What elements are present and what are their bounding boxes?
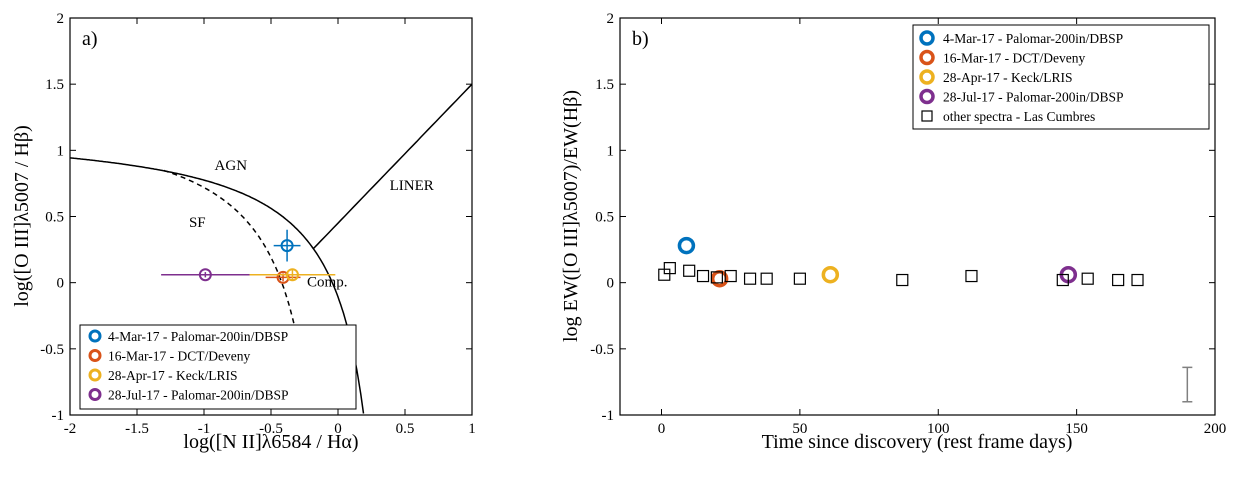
y-tick-label: 1 xyxy=(607,143,615,159)
legend-entries: 4-Mar-17 - Palomar-200in/DBSP 16-Mar-17 -… xyxy=(919,30,1123,124)
legend-label: 28-Jul-17 - Palomar-200in/DBSP xyxy=(943,90,1123,105)
kewley-maximum-starburst-line xyxy=(69,157,365,414)
axis-ticks: -2 -1.5 -1 -0.5 0 0.5 1 -1 -0.5 0 0.5 1 1.5 2 xyxy=(40,11,476,437)
agn-liner-division-line xyxy=(313,83,473,249)
x-tick-label: 1 xyxy=(468,421,476,437)
data-point-square xyxy=(663,262,676,275)
legend-label: 28-Jul-17 - Palomar-200in/DBSP xyxy=(108,388,288,403)
data-point xyxy=(198,268,212,282)
region-label: Comp. xyxy=(307,275,347,291)
region-label: AGN xyxy=(215,158,248,174)
y-tick-label: -0.5 xyxy=(590,342,614,358)
kauffmann-line xyxy=(163,169,310,410)
y-tick-label: 0.5 xyxy=(595,210,614,226)
x-tick-label: -1 xyxy=(198,421,211,437)
x-tick-label: 0 xyxy=(658,421,666,437)
legend-box xyxy=(912,24,1210,130)
data-point-square xyxy=(724,269,737,283)
y-axis-label: log EW([O III]λ5007)/EW(Hβ) xyxy=(560,90,582,342)
y-tick-label: 0.5 xyxy=(45,210,64,226)
legend-box xyxy=(79,324,357,410)
data-point-square xyxy=(743,272,757,285)
legend-label: other spectra - Las Cumbres xyxy=(943,109,1095,124)
region-label: LINER xyxy=(390,178,434,194)
y-tick-label: 2 xyxy=(607,11,615,27)
data-point-square xyxy=(896,273,909,287)
x-tick-label: 100 xyxy=(927,421,950,437)
x-tick-label: -2 xyxy=(64,421,77,437)
legend-entries: 4-Mar-17 - Palomar-200in/DBSP 16-Mar-17 -… xyxy=(88,329,288,403)
data-point xyxy=(285,268,299,282)
legend-label: 28-Apr-17 - Keck/LRIS xyxy=(943,70,1072,85)
y-tick-label: 1.5 xyxy=(595,77,614,93)
y-tick-label: 0 xyxy=(57,276,65,292)
data-point xyxy=(677,236,696,255)
x-tick-label: 200 xyxy=(1204,421,1227,437)
y-tick-label: -1 xyxy=(52,408,65,424)
x-tick-label: 50 xyxy=(792,421,807,437)
typical-error-bar xyxy=(1182,366,1193,403)
legend-label: 4-Mar-17 - Palomar-200in/DBSP xyxy=(943,31,1123,46)
data-points xyxy=(161,229,336,284)
data-point xyxy=(710,269,729,288)
panel-label: b) xyxy=(632,28,649,50)
legend-label: 16-Mar-17 - DCT/Deveny xyxy=(108,349,250,364)
x-axis-label: log([N II]λ6584 / Hα) xyxy=(183,431,358,453)
legend: 4-Mar-17 - Palomar-200in/DBSP 16-Mar-17 -… xyxy=(912,24,1210,130)
data-point-square xyxy=(965,269,978,283)
panel-a: -2 -1.5 -1 -0.5 0 0.5 1 -1 -0.5 0 0.5 1 1.5 2 a) AGN S… xyxy=(11,11,476,453)
y-tick-label: 1.5 xyxy=(45,77,64,93)
x-tick-label: 0 xyxy=(334,421,342,437)
legend-marker xyxy=(88,388,102,401)
data-point-square xyxy=(1112,273,1125,287)
y-tick-label: -0.5 xyxy=(40,342,64,358)
y-tick-label: 1 xyxy=(57,143,65,159)
region-labels: AGN SF LINER Comp. xyxy=(189,158,434,290)
data-point-square xyxy=(760,272,773,285)
y-tick-label: 0 xyxy=(607,276,615,292)
data-points xyxy=(658,236,1144,288)
legend: 4-Mar-17 - Palomar-200in/DBSP 16-Mar-17 -… xyxy=(79,324,357,410)
classification-curves xyxy=(69,83,473,414)
data-point-square xyxy=(696,269,710,283)
x-tick-label: 150 xyxy=(1065,421,1088,437)
x-tick-label: 0.5 xyxy=(396,421,415,437)
data-point-square xyxy=(710,271,723,284)
legend-marker xyxy=(919,88,935,105)
data-point xyxy=(280,239,294,253)
legend-marker xyxy=(919,30,935,46)
panel-label: a) xyxy=(82,28,98,50)
x-axis-label: Time since discovery (rest frame days) xyxy=(762,431,1073,453)
legend-marker xyxy=(921,110,933,122)
data-point-square xyxy=(683,264,696,277)
y-tick-label: 2 xyxy=(57,11,65,27)
legend-marker xyxy=(88,329,102,343)
data-point-square xyxy=(793,272,806,285)
y-axis-label: log([O III]λ5007 / Hβ) xyxy=(11,125,33,307)
legend-marker xyxy=(919,49,935,66)
x-tick-label: -0.5 xyxy=(259,421,283,437)
y-tick-label: -1 xyxy=(602,408,615,424)
x-tick-label: -1.5 xyxy=(125,421,149,437)
legend-marker xyxy=(88,368,102,382)
data-point-square xyxy=(1081,272,1094,285)
legend-marker xyxy=(88,349,102,362)
data-point-square xyxy=(1056,273,1069,287)
region-label: SF xyxy=(189,215,206,231)
legend-label: 16-Mar-17 - DCT/Deveny xyxy=(943,51,1085,66)
legend-label: 4-Mar-17 - Palomar-200in/DBSP xyxy=(108,329,288,344)
panel-b: 0 50 100 150 200 -1 -0.5 0 0.5 1 1.5 2 b) Time sinc… xyxy=(560,11,1226,453)
legend-label: 28-Apr-17 - Keck/LRIS xyxy=(108,368,237,383)
axis-ticks: 0 50 100 150 200 -1 -0.5 0 0.5 1 1.5 2 xyxy=(590,11,1226,437)
legend-marker xyxy=(919,69,935,85)
data-point xyxy=(821,265,840,284)
data-point-square xyxy=(1131,273,1144,287)
